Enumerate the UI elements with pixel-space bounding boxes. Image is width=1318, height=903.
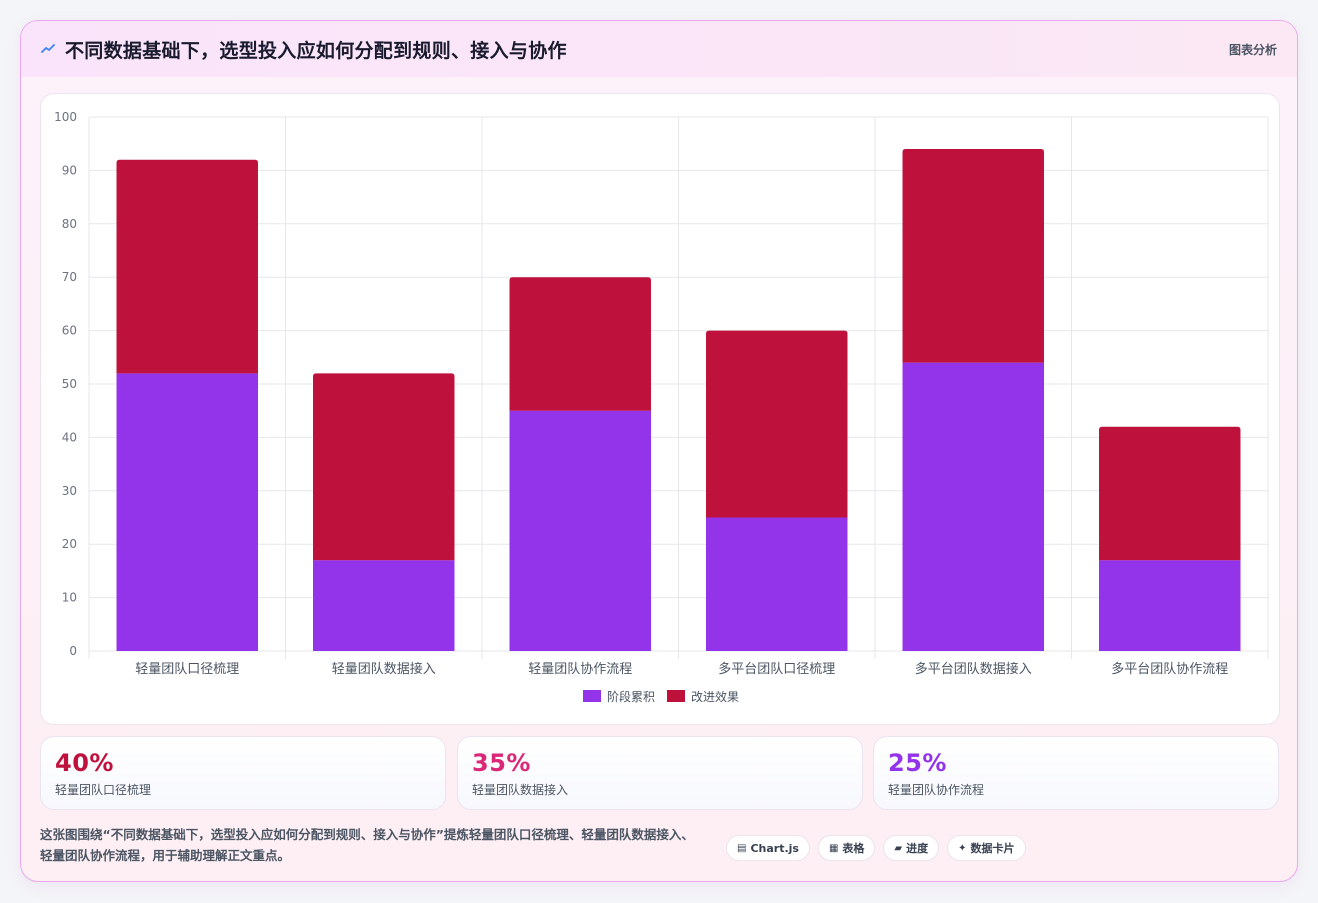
chip-label: 进度 [906, 842, 929, 855]
legend-label: 阶段累积 [607, 689, 655, 704]
chip-label: 数据卡片 [970, 842, 1015, 855]
footer-description: 这张图围绕“不同数据基础下，选型投入应如何分配到规则、接入与协作”提炼轻量团队口… [40, 827, 694, 863]
progress-icon: ▰ [894, 842, 903, 854]
stat-value: 25% [888, 749, 947, 777]
y-tick-label: 100 [54, 110, 77, 124]
stat-card: 25% 轻量团队协作流程 [873, 736, 1279, 810]
y-tick-label: 20 [62, 537, 77, 551]
x-tick-label: 多平台团队数据接入 [915, 661, 1032, 677]
stat-label: 轻量团队协作流程 [888, 783, 985, 797]
x-tick-label: 多平台团队口径梳理 [718, 661, 835, 677]
chart-card: 不同数据基础下，选型投入应如何分配到规则、接入与协作 图表分析 0 10 20 30 4… [20, 20, 1298, 882]
y-tick-label: 30 [62, 484, 77, 498]
y-tick-label: 70 [62, 270, 77, 284]
x-tick-label: 轻量团队协作流程 [528, 662, 632, 677]
x-tick-label: 多平台团队协作流程 [1111, 661, 1228, 677]
chip-chartjs[interactable]: ▤ Chart.js [726, 835, 810, 861]
stat-card: 35% 轻量团队数据接入 [457, 736, 863, 810]
legend-swatch [583, 690, 601, 702]
legend-label: 改进效果 [691, 689, 739, 704]
y-tick-label: 10 [62, 591, 77, 605]
stat-label: 轻量团队数据接入 [472, 783, 569, 797]
bar-segment [1099, 560, 1241, 651]
bar-segment [313, 373, 455, 561]
page-title: 不同数据基础下，选型投入应如何分配到规则、接入与协作 [65, 39, 567, 62]
stat-card: 40% 轻量团队口径梳理 [40, 736, 446, 810]
bar-segment [902, 149, 1044, 363]
stacked-bar-chart: 0 10 20 30 40 50 60 70 80 90 100 轻量团队口径梳理 轻量团队数据接入 轻量… [54, 110, 1269, 704]
stat-cards: 40% 轻量团队口径梳理 35% 轻量团队数据接入 25% 轻量团队协作流程 [40, 736, 1280, 810]
bar-segment [706, 517, 848, 651]
y-tick-label: 90 [62, 163, 77, 177]
bar-segment [1099, 426, 1241, 561]
table-icon: ▦ [828, 842, 839, 854]
chip-label: 表格 [842, 842, 865, 855]
bar-segment [116, 159, 258, 374]
chip-data-card[interactable]: ✦ 数据卡片 [947, 835, 1026, 861]
bar-segment [706, 330, 848, 518]
chip-label: Chart.js [750, 841, 799, 855]
chart-container: 0 10 20 30 40 50 60 70 80 90 100 轻量团队口径梳理 轻量团队数据接入 轻量… [40, 93, 1280, 725]
footer: 这张图围绕“不同数据基础下，选型投入应如何分配到规则、接入与协作”提炼轻量团队口… [40, 824, 1280, 868]
stat-label: 轻量团队口径梳理 [55, 783, 152, 797]
trend-icon [41, 44, 55, 53]
card-header: 不同数据基础下，选型投入应如何分配到规则、接入与协作 图表分析 [21, 21, 1297, 77]
y-tick-label: 60 [62, 324, 77, 338]
chip-table[interactable]: ▦ 表格 [817, 835, 876, 861]
chart-analysis-badge: 图表分析 [1228, 42, 1277, 57]
title-wrap: 不同数据基础下，选型投入应如何分配到规则、接入与协作 [41, 36, 567, 63]
bar-segment [509, 277, 651, 411]
stat-value: 40% [55, 749, 114, 777]
x-tick-label: 轻量团队口径梳理 [135, 662, 239, 677]
y-tick-label: 80 [62, 217, 77, 231]
bar-segment [509, 410, 651, 651]
bar-segment [116, 373, 258, 651]
chart-icon: ▤ [737, 842, 747, 854]
x-tick-label: 轻量团队数据接入 [332, 661, 436, 677]
y-tick-label: 0 [69, 644, 77, 658]
bar-segment [902, 362, 1044, 651]
chip-group: ▤ Chart.js ▦ 表格 ▰ 进度 ✦ 数据卡片 [726, 835, 1026, 861]
chip-progress[interactable]: ▰ 进度 [883, 835, 940, 861]
legend-swatch [667, 690, 685, 702]
sparkle-icon: ✦ [958, 842, 967, 854]
bar-segment [313, 560, 455, 651]
stat-value: 35% [472, 749, 531, 777]
y-tick-label: 50 [62, 377, 77, 391]
y-tick-label: 40 [62, 430, 77, 444]
